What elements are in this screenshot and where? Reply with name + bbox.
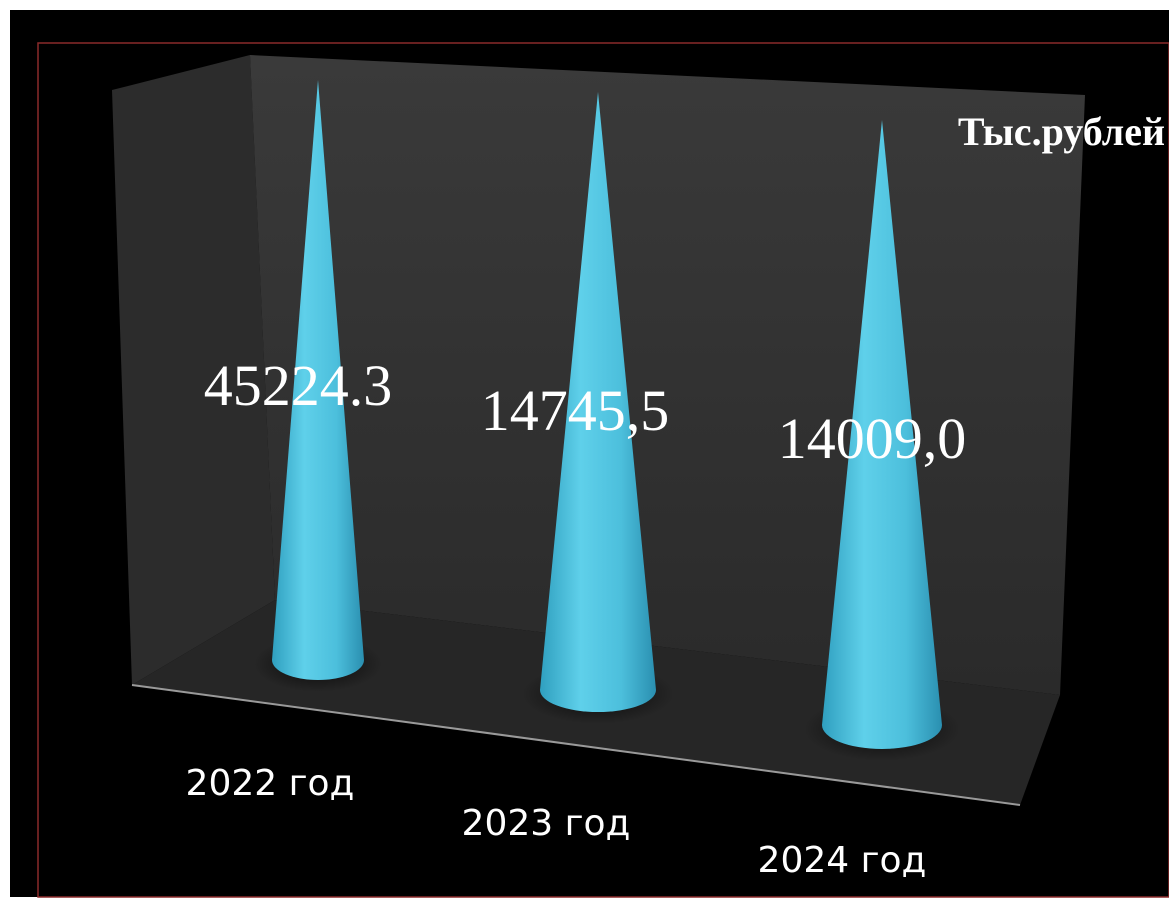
chart-bar	[272, 80, 364, 680]
category-label: 2022 год	[186, 763, 355, 804]
data-label: 14009,0	[778, 406, 967, 471]
value-labels-group: 45224.3 14745,5 14009,0	[204, 353, 967, 471]
category-labels-group: 2022 год 2023 год 2024 год	[186, 763, 927, 881]
chart-bar	[540, 92, 656, 712]
chart-left-wall	[112, 55, 275, 685]
chart-floor-edge	[131, 684, 1021, 806]
data-label: 14745,5	[481, 378, 670, 443]
bars-group	[254, 80, 960, 761]
data-label: 45224.3	[204, 353, 393, 418]
category-label: 2024 год	[758, 840, 927, 881]
chart-border	[37, 42, 1169, 898]
category-label: 2023 год	[462, 803, 631, 844]
unit-label: Тыс.рублей	[958, 109, 1165, 154]
chart-bar	[822, 120, 942, 749]
